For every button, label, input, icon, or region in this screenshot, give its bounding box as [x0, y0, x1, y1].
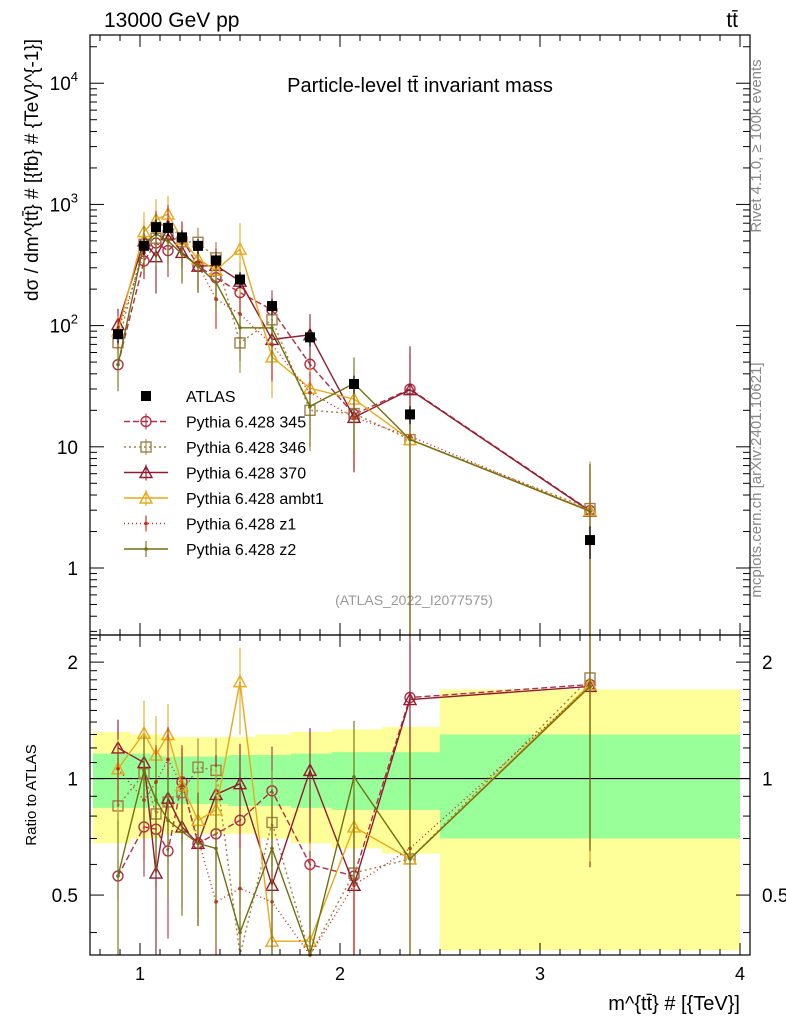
- point-data: [235, 274, 245, 285]
- legend-label: Pythia 6.428 z2: [186, 542, 296, 559]
- legend-marker: [144, 521, 148, 526]
- point-ratio: [232, 776, 248, 790]
- point-data: [585, 535, 595, 546]
- side-label-top: Rivet 4.1.0, ≥ 100k events: [748, 59, 765, 232]
- point-main: [402, 382, 418, 396]
- legend-label: Pythia 6.428 z1: [186, 517, 296, 534]
- series-data: [113, 219, 595, 559]
- side-label-bottom: mcplots.cern.ch [arXiv:2401.10621]: [748, 362, 765, 597]
- legend-label: Pythia 6.428 370: [186, 466, 306, 483]
- point-ratio: [154, 798, 158, 802]
- point-main: [588, 509, 592, 514]
- legend-entry-5: Pythia 6.428 z1: [124, 515, 296, 534]
- legend-marker: [140, 441, 152, 453]
- point-ratio: [142, 768, 146, 773]
- point-data: [211, 255, 221, 266]
- y-tick-label: 10: [57, 438, 78, 459]
- point-ratio: [166, 757, 170, 762]
- point-ratio: [232, 674, 248, 688]
- point-ratio: [196, 841, 200, 846]
- legend-label: Pythia 6.428 346: [186, 440, 306, 457]
- point-main: [232, 241, 248, 255]
- legend-marker: [138, 465, 154, 479]
- point-data: [177, 232, 187, 243]
- legend-marker: [144, 547, 148, 551]
- point-main: [180, 252, 184, 256]
- legend-entry-0: ATLAS: [141, 389, 236, 406]
- legend-marker: [140, 415, 152, 428]
- point-main: [308, 404, 312, 409]
- point-data: [151, 222, 161, 233]
- legend-marker: [141, 391, 151, 401]
- legend-entry-1: Pythia 6.428 345: [124, 413, 306, 432]
- ratio-tick-label-right: 2: [762, 653, 773, 674]
- point-data: [267, 301, 277, 312]
- point-main: [214, 280, 218, 285]
- point-data: [193, 240, 203, 251]
- x-tick-label: 4: [735, 964, 745, 984]
- point-data: [163, 222, 173, 233]
- ratio-tick-label: 2: [67, 653, 78, 674]
- point-ratio: [588, 684, 592, 689]
- legend-label: Pythia 6.428 ambt1: [186, 491, 324, 508]
- ratio-tick-label-right: 0.5: [762, 886, 786, 907]
- point-ratio: [352, 775, 356, 779]
- x-tick-label: 3: [535, 964, 545, 984]
- ratio-tick-label-right: 1: [762, 770, 773, 791]
- point-ratio: [192, 761, 204, 773]
- point-ratio: [116, 766, 120, 771]
- point-ratio: [116, 874, 120, 878]
- ratio-band-inner: [291, 753, 332, 808]
- ratio-band-inner: [93, 753, 131, 808]
- y-axis-label: dσ / dm^{tt̄} # [{fb} # {TeV}^{-1}]: [22, 39, 43, 301]
- legend-label: ATLAS: [186, 389, 236, 406]
- legend-entry-6: Pythia 6.428 z2: [124, 541, 296, 559]
- legend-entry-4: Pythia 6.428 ambt1: [124, 490, 324, 508]
- header-left: 13000 GeV pp: [104, 9, 239, 32]
- y-tick-label: 1: [67, 559, 78, 580]
- x-tick-label: 1: [135, 964, 145, 984]
- point-ratio: [148, 865, 164, 879]
- point-main: [166, 239, 170, 243]
- point-ratio: [302, 762, 318, 777]
- legend-label: Pythia 6.428 345: [186, 415, 306, 432]
- header-right: tt̄: [726, 9, 738, 32]
- point-main: [408, 437, 412, 442]
- point-ratio: [408, 857, 412, 861]
- point-ratio: [166, 818, 170, 823]
- point-data: [405, 409, 415, 420]
- legend-entry-3: Pythia 6.428 370: [124, 464, 306, 483]
- chart-title: Particle-level tt̄ invariant mass: [287, 75, 553, 97]
- point-main: [116, 362, 120, 367]
- point-ratio: [270, 846, 274, 851]
- y-tick-label: 103: [50, 190, 78, 216]
- point-data: [113, 329, 123, 340]
- y-tick-label: 102: [50, 312, 78, 338]
- point-data: [349, 378, 359, 389]
- point-data: [139, 240, 149, 251]
- point-main: [270, 326, 274, 330]
- ratio-tick-label: 0.5: [52, 886, 78, 907]
- point-ratio: [402, 692, 418, 706]
- y-tick-label: 104: [50, 69, 78, 95]
- ratio-band-inner: [256, 755, 291, 806]
- point-data: [305, 332, 315, 343]
- point-ratio: [180, 829, 184, 834]
- ratio-panel-frame: [89, 634, 751, 956]
- ratio-tick-label: 1: [67, 770, 78, 791]
- analysis-label: (ATLAS_2022_I2077575): [335, 592, 493, 608]
- legend-entry-2: Pythia 6.428 346: [124, 439, 306, 457]
- point-ratio: [238, 930, 242, 935]
- x-tick-label: 2: [335, 964, 345, 984]
- point-main: [196, 264, 200, 268]
- point-main: [238, 325, 242, 330]
- legend-marker: [138, 490, 154, 504]
- x-axis-label: m^{tt̄} # [{TeV}]: [608, 993, 740, 1015]
- point-ratio: [214, 846, 218, 851]
- ratio-axis-label: Ratio to ATLAS: [23, 744, 40, 845]
